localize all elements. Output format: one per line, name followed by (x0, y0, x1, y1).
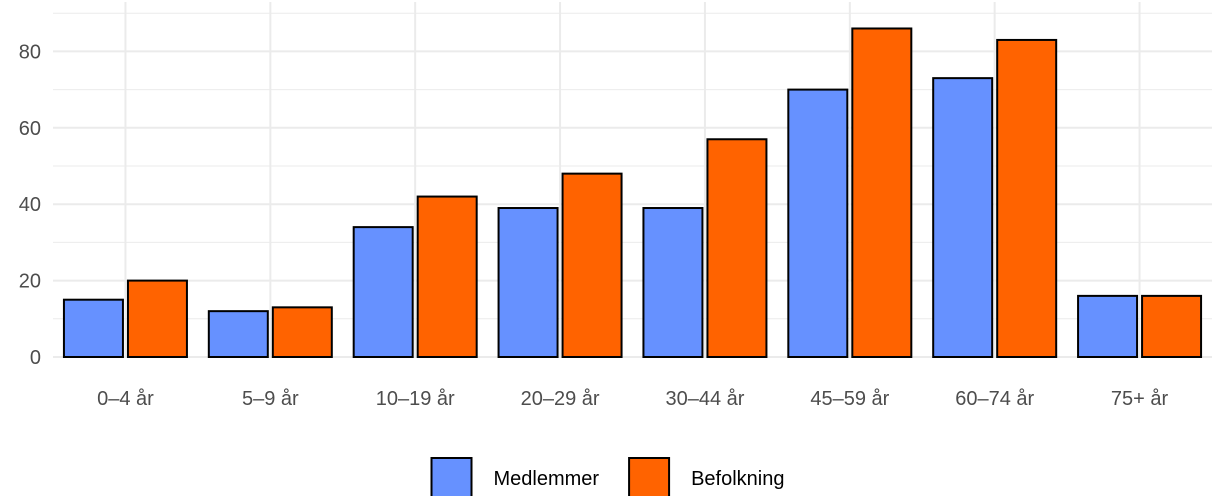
x-tick-label: 60–74 år (955, 388, 1034, 410)
x-tick-label: 10–19 år (376, 388, 455, 410)
x-tick-label: 5–9 år (242, 388, 299, 410)
bar-medlemmer (932, 77, 994, 358)
legend-key-befolkning (628, 457, 671, 496)
bar-medlemmer (62, 298, 124, 359)
bar-medlemmer (352, 226, 414, 358)
y-tick-label: 80 (19, 41, 41, 63)
x-axis: 0–4 år 5–9 år 10–19 år 20–29 år 30–44 år 45–5… (97, 388, 1168, 410)
bar-befolkning (1141, 294, 1203, 359)
bar-befolkning (126, 279, 188, 359)
x-tick-label: 75+ år (1111, 388, 1169, 410)
y-tick-label: 60 (19, 118, 41, 140)
bar-medlemmer (207, 310, 269, 359)
y-tick-label: 40 (19, 194, 41, 216)
x-tick-label: 20–29 år (521, 388, 600, 410)
legend-key-medlemmer (430, 457, 473, 496)
y-tick-label: 20 (19, 271, 41, 293)
grid-lines (53, 2, 1212, 358)
bar-befolkning (416, 195, 478, 358)
bar-medlemmer (497, 207, 559, 358)
x-tick-label: 45–59 år (810, 388, 889, 410)
bar-befolkning (851, 27, 913, 358)
bar-befolkning (706, 138, 768, 358)
bars (62, 27, 1203, 359)
x-tick-label: 0–4 år (97, 388, 154, 410)
bar-medlemmer (1077, 294, 1139, 359)
legend-label-medlemmer: Medlemmer (494, 468, 600, 490)
y-tick-label: 0 (30, 347, 41, 369)
bar-medlemmer (787, 88, 849, 358)
bar-befolkning (561, 172, 623, 358)
x-tick-label: 30–44 år (665, 388, 744, 410)
bar-medlemmer (642, 207, 704, 358)
legend-label-befolkning: Befolkning (691, 468, 784, 490)
y-axis: 0 20 40 60 80 (19, 41, 41, 369)
bar-befolkning (271, 306, 333, 358)
legend: Medlemmer Befolkning (430, 457, 784, 496)
bar-befolkning (996, 38, 1058, 358)
